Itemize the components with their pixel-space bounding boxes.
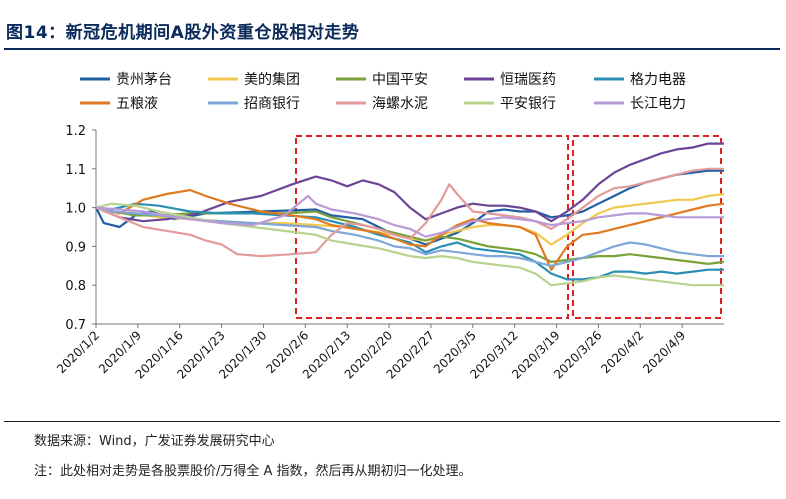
series-line-10 xyxy=(95,194,724,238)
legend-label: 格力电器 xyxy=(630,72,686,88)
legend-label: 贵州茅台 xyxy=(116,72,172,88)
recovery-period-box xyxy=(572,135,722,319)
series-line-8 xyxy=(95,167,724,258)
y-tick-label: 0.7 xyxy=(65,318,86,333)
legend-label: 五粮液 xyxy=(116,96,158,112)
legend-label: 恒瑞医药 xyxy=(500,72,556,88)
y-tick-label: 1.2 xyxy=(65,124,86,139)
y-tick-label: 0.9 xyxy=(65,240,86,255)
x-tick-label: 2020/1/2 xyxy=(54,328,102,376)
legend-label: 招商银行 xyxy=(244,96,300,112)
y-tick-label: 0.8 xyxy=(65,279,86,294)
crisis-period-box xyxy=(295,135,569,319)
series-line-5 xyxy=(95,202,724,281)
chart-title: 图14：新冠危机期间A股外资重仓股相对走势 xyxy=(6,23,360,43)
legend-label: 长江电力 xyxy=(630,96,686,112)
series-line-7 xyxy=(95,206,724,267)
y-tick-label: 1.1 xyxy=(65,163,86,178)
legend-label: 海螺水泥 xyxy=(372,96,428,112)
legend-label: 平安银行 xyxy=(500,96,556,112)
title-rule xyxy=(4,48,780,50)
footer-rule xyxy=(4,421,780,422)
y-tick-label: 1.0 xyxy=(65,202,86,217)
series-line-6 xyxy=(95,189,725,271)
x-tick-label: 2020/4/2 xyxy=(598,328,646,376)
source-note: 数据来源：Wind，广发证券发展研究中心 xyxy=(34,434,275,449)
method-note: 注：此处相对走势是各股票股价/万得全 A 指数，然后再从期初归一化处理。 xyxy=(34,464,472,479)
legend-label: 中国平安 xyxy=(372,72,428,88)
legend-label: 美的集团 xyxy=(244,71,300,88)
series-line-4 xyxy=(95,142,724,223)
x-tick-label: 2020/4/9 xyxy=(640,328,688,376)
